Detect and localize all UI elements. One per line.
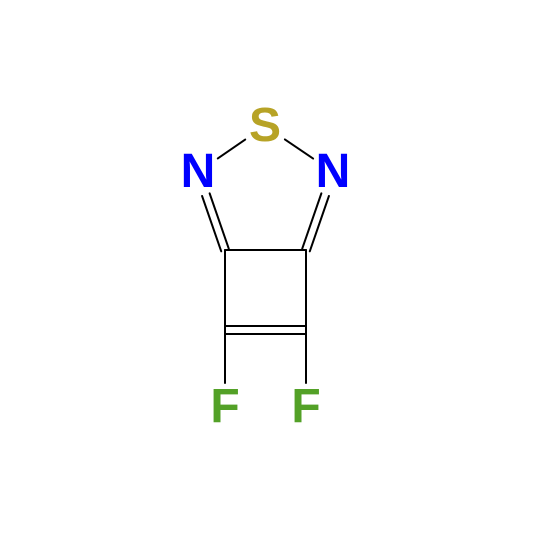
atom-sulfur: S: [249, 102, 281, 150]
atom-nitrogen-right: N: [316, 148, 351, 196]
atom-fluorine-right: F: [291, 383, 320, 431]
molecule-canvas: S N N F F: [0, 0, 533, 533]
bond-layer: [0, 0, 533, 533]
atom-nitrogen-left: N: [181, 148, 216, 196]
atom-fluorine-left: F: [210, 383, 239, 431]
